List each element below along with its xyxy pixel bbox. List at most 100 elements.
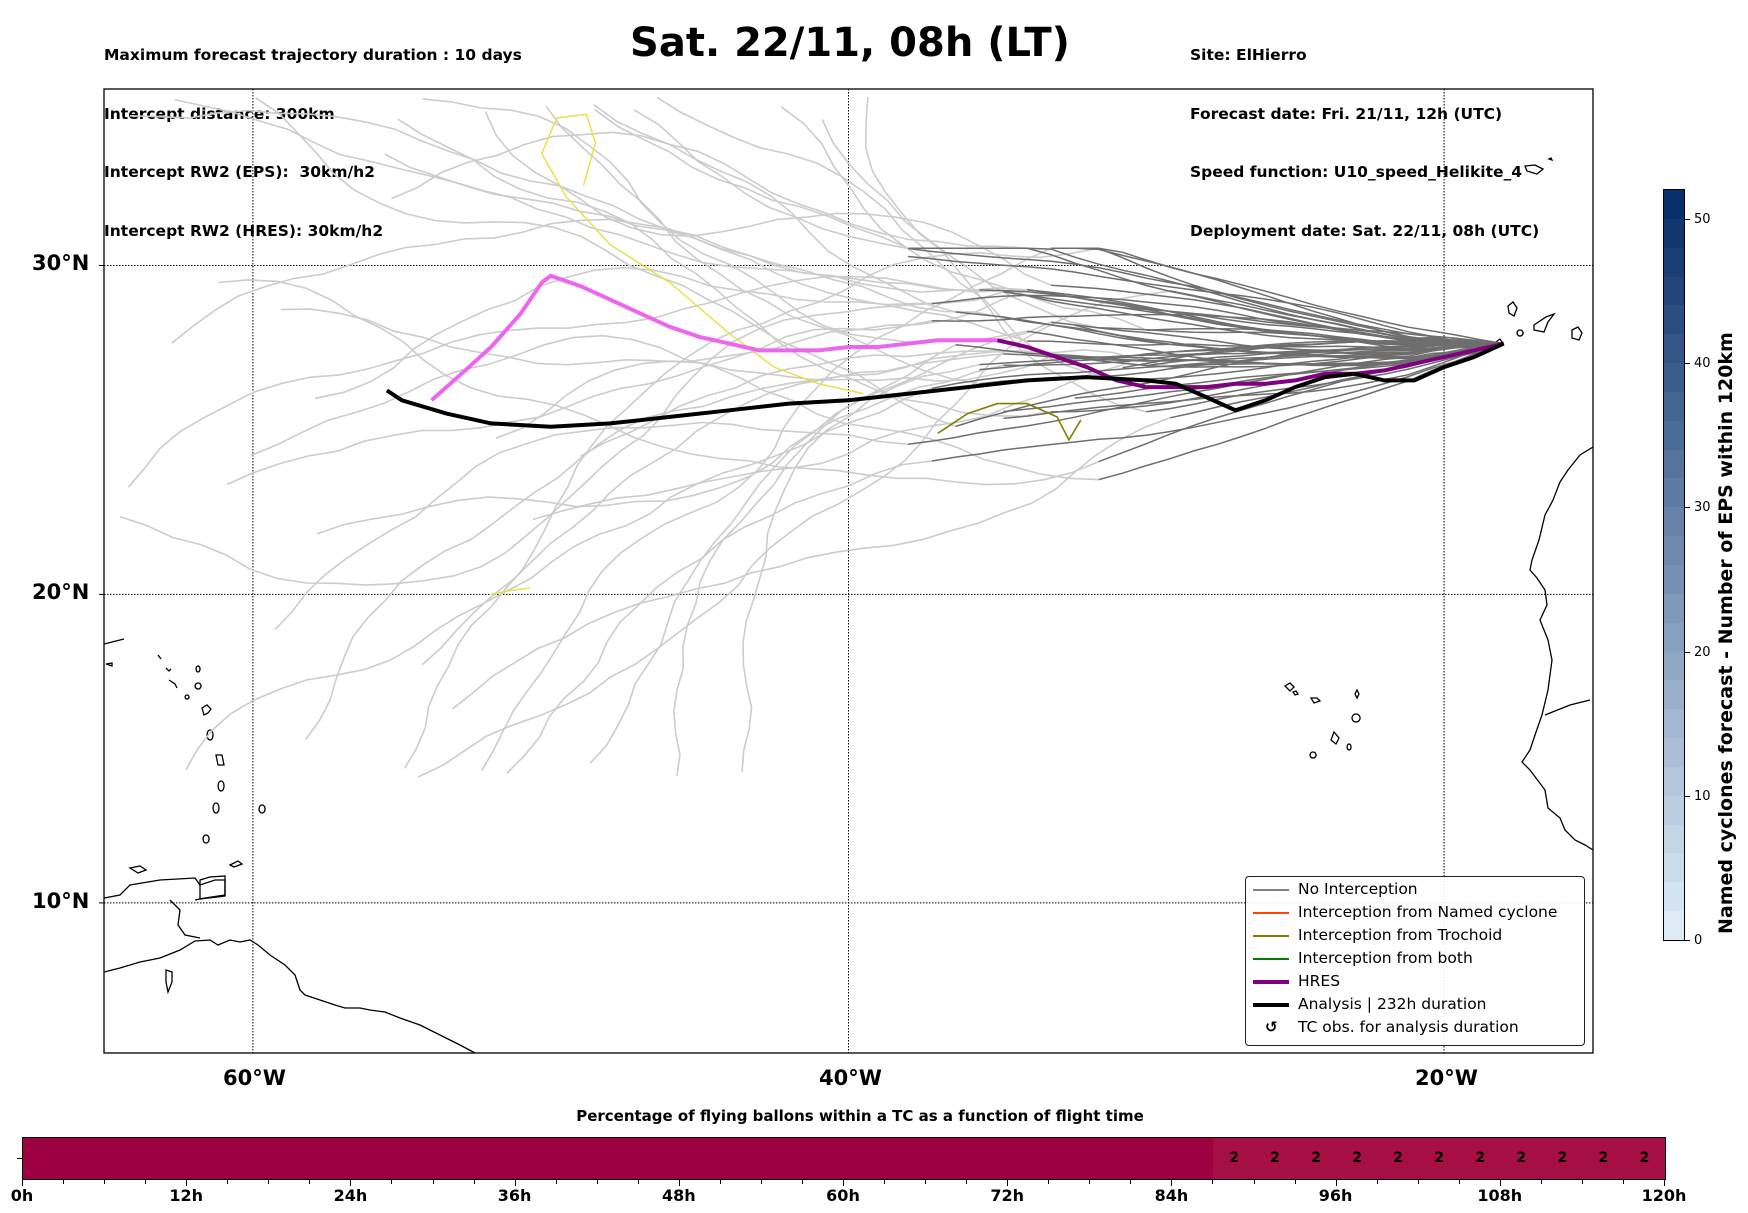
- eps-member-track: [1003, 342, 1504, 420]
- legend-label: HRES: [1298, 972, 1341, 990]
- eps-member-track-far: [421, 353, 1004, 666]
- coast-island: [215, 754, 225, 766]
- eps-member-track-far: [656, 96, 1123, 382]
- legend-swatch-green: [1253, 958, 1289, 960]
- coast-island: [1524, 164, 1545, 175]
- eps-member-track: [1003, 342, 1504, 413]
- timebar-value: 2: [1557, 1150, 1568, 1166]
- timebar-tick-label: 12h: [169, 1186, 204, 1205]
- eps-member-track-far: [218, 279, 1100, 486]
- yellow-member-track: [490, 587, 530, 596]
- eps-member-track-far: [480, 247, 1052, 772]
- colorbar-segment: [1664, 535, 1684, 565]
- colorbar-segment: [1664, 910, 1684, 940]
- colorbar-segment: [1664, 852, 1684, 883]
- colorbar-tick-label: 30: [1694, 500, 1711, 516]
- timebar-tick: [350, 1179, 352, 1186]
- legend-label: No Interception: [1298, 880, 1418, 898]
- coast-island: [202, 834, 210, 844]
- colorbar-segment: [1664, 276, 1684, 306]
- timebar-tick-label: 0h: [10, 1186, 34, 1205]
- timebar-tick: [309, 1179, 311, 1184]
- eps-member-track-far: [274, 421, 909, 631]
- eps-member-track-far: [484, 111, 1052, 286]
- eps-member-track: [1051, 247, 1504, 345]
- colorbar-segment: [1664, 218, 1684, 248]
- coast-africa-river: [1544, 699, 1591, 716]
- timebar-tick: [63, 1179, 65, 1184]
- timebar-value: 2: [1311, 1150, 1321, 1166]
- timebar-tick: [1376, 1179, 1378, 1184]
- coast-lake: [165, 969, 173, 995]
- param-max-duration: Maximum forecast trajectory duration : 1…: [104, 46, 522, 64]
- timebar-tick: [1212, 1179, 1214, 1184]
- coast-island: [1354, 688, 1360, 700]
- eps-member-track: [908, 255, 1504, 345]
- coast-island: [258, 804, 266, 814]
- timebar-value: 2: [1434, 1150, 1445, 1166]
- eps-member-track: [1146, 340, 1504, 356]
- colorbar-segment: [1664, 824, 1684, 854]
- coast-island: [165, 667, 172, 672]
- coast-island: [217, 780, 225, 792]
- coast-island: [184, 694, 190, 700]
- eps-member-track: [931, 342, 1504, 390]
- timebar-tick: [1130, 1179, 1132, 1184]
- eps-member-track-far: [633, 109, 909, 250]
- timebar-tick-label: 36h: [497, 1186, 532, 1205]
- coast-africa: [1521, 446, 1593, 851]
- timebar-tick: [719, 1179, 721, 1184]
- colorbar-segment: [1664, 333, 1684, 364]
- lat-label-10n: 10°N: [32, 889, 90, 913]
- eps-member-track-far: [305, 350, 1052, 740]
- colorbar-segment: [1664, 679, 1684, 710]
- colorbar-segment: [1664, 449, 1684, 479]
- eps-member-track-far: [226, 320, 933, 486]
- eps-member-track-far: [672, 321, 1052, 776]
- eps-member-track-far: [250, 334, 1099, 481]
- eps-member-track: [1146, 342, 1504, 367]
- colorbar-tick-label: 50: [1694, 211, 1711, 227]
- coast-island: [212, 802, 220, 814]
- eps-member-track-far: [593, 103, 956, 313]
- eps-member-track-far: [129, 109, 980, 293]
- coast-island: [1351, 713, 1361, 723]
- eps-member-track: [1051, 247, 1504, 345]
- hres-track: [996, 338, 1505, 390]
- timebar-tick: [473, 1179, 475, 1184]
- timebar-tick-label: 108h: [1477, 1186, 1523, 1205]
- timebar-value: 2: [1598, 1150, 1609, 1166]
- forecast-date: Forecast date: Fri. 21/11, 12h (UTC): [1190, 104, 1503, 123]
- timebar-tick: [22, 1179, 23, 1186]
- eps-member-track-far: [821, 118, 1099, 329]
- timebar-tick: [1048, 1179, 1050, 1184]
- colorbar-segment: [1664, 477, 1684, 508]
- colorbar-segment: [1664, 795, 1684, 825]
- colorbar-segment: [1664, 420, 1684, 450]
- speed-function: Speed function: U10_speed_Helikite_4: [1190, 163, 1523, 181]
- coast-south-america: [104, 939, 476, 1053]
- timebar-tick: [391, 1179, 393, 1184]
- timebar-tick-label: 48h: [661, 1186, 696, 1205]
- timebar-tick: [966, 1179, 968, 1184]
- eps-member-track-far: [255, 97, 956, 428]
- colorbar-segment: [1664, 564, 1684, 594]
- colorbar-tick: [1684, 507, 1690, 509]
- colorbar-segment: [1664, 247, 1684, 277]
- trochoid-interception-track: [937, 402, 1082, 442]
- timebar-tick-label: 24h: [333, 1186, 368, 1205]
- lat-label-20n: 20°N: [32, 580, 90, 604]
- eps-member-track-far: [174, 98, 1028, 292]
- legend-label: Interception from Named cyclone: [1298, 903, 1558, 921]
- colorbar-segment: [1664, 189, 1684, 219]
- legend-swatch-black: [1253, 1003, 1289, 1007]
- coast-island: [1547, 157, 1554, 162]
- coast-island: [1291, 690, 1300, 696]
- colorbar: [1663, 189, 1685, 941]
- timebar-value: 2: [1475, 1150, 1486, 1166]
- timebar-tick-label: 120h: [1641, 1186, 1687, 1205]
- eps-member-track: [1074, 324, 1504, 360]
- eps-member-track-far: [594, 109, 909, 250]
- legend-label: Interception from both: [1298, 949, 1473, 967]
- eps-member-track-far: [397, 118, 1052, 418]
